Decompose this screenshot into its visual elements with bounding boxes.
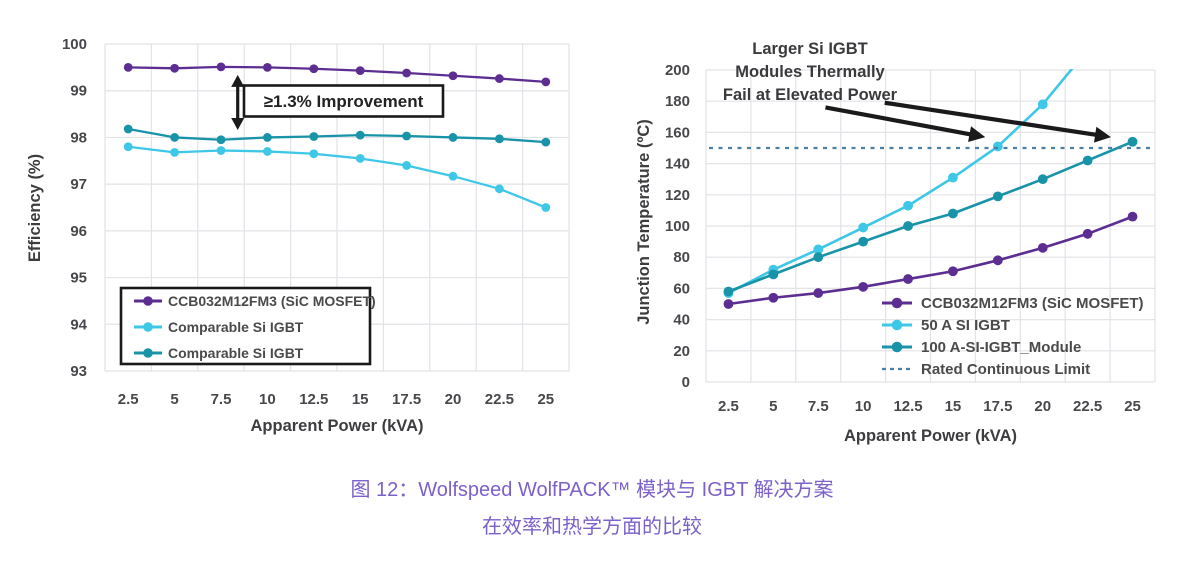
series-group (123, 62, 551, 212)
svg-text:17.5: 17.5 (392, 391, 421, 408)
series-2 (723, 136, 1138, 297)
series-1 (723, 69, 1074, 298)
svg-text:60: 60 (673, 280, 690, 297)
svg-text:2.5: 2.5 (118, 391, 139, 408)
svg-text:140: 140 (665, 156, 690, 173)
svg-text:25: 25 (537, 391, 554, 408)
series-1 (123, 142, 551, 212)
svg-text:2.5: 2.5 (718, 398, 739, 415)
svg-text:22.5: 22.5 (1073, 398, 1102, 415)
svg-text:160: 160 (665, 124, 690, 141)
svg-text:17.5: 17.5 (983, 398, 1012, 415)
svg-text:95: 95 (70, 270, 87, 287)
improvement-callout-box (242, 84, 445, 118)
svg-text:100: 100 (665, 218, 690, 235)
annotations: ≥1.3% Improvement (231, 74, 445, 130)
legend-label: CCB032M12FM3 (SiC MOSFET) (921, 295, 1144, 312)
svg-text:0: 0 (682, 374, 690, 391)
svg-text:10: 10 (259, 391, 276, 408)
svg-text:40: 40 (673, 312, 690, 329)
legend: CCB032M12FM3 (SiC MOSFET) Comparable Si I… (119, 286, 376, 366)
svg-text:98: 98 (70, 129, 87, 146)
figure-caption-line-2: 在效率和热学方面的比较 (482, 516, 702, 538)
svg-text:20: 20 (1034, 398, 1051, 415)
svg-text:15: 15 (945, 398, 962, 415)
legend-label: CCB032M12FM3 (SiC MOSFET) (168, 293, 376, 309)
series-group (709, 69, 1152, 309)
svg-text:20: 20 (445, 391, 462, 408)
svg-text:5: 5 (769, 398, 777, 415)
svg-text:97: 97 (70, 176, 87, 193)
improvement-callout-text: ≥1.3% Improvement (264, 92, 424, 111)
svg-text:99: 99 (70, 83, 87, 100)
legend-label: 50 A SI IGBT (921, 317, 1010, 334)
legend-label: Comparable Si IGBT (168, 345, 304, 361)
thermal-fail-note-line: Modules Thermally (735, 63, 885, 81)
svg-text:200: 200 (665, 62, 690, 79)
svg-text:12.5: 12.5 (299, 391, 328, 408)
junction-temperature-chart: 0 20 40 60 80 100 120 140 160 180 200 2.5 5 7.5 10 12.5… (635, 40, 1156, 445)
axis-tick-labels: 93 94 95 96 97 98 99 100 2.5 5 7.5 10 12.5 15 17.5 20 22… (62, 36, 554, 408)
svg-text:100: 100 (62, 36, 87, 53)
legend-label: 100 A-SI-IGBT_Module (921, 339, 1081, 356)
svg-text:7.5: 7.5 (808, 398, 829, 415)
svg-text:5: 5 (170, 391, 178, 408)
svg-text:93: 93 (70, 363, 87, 380)
legend-label: Rated Continuous Limit (921, 361, 1090, 378)
figure-caption-line-1: 图 12：Wolfspeed WolfPACK™ 模块与 IGBT 解决方案 (350, 479, 834, 501)
svg-text:20: 20 (673, 343, 690, 360)
gridlines (705, 69, 1156, 383)
thermal-fail-note-line: Larger Si IGBT (752, 40, 868, 58)
svg-text:94: 94 (70, 316, 87, 333)
svg-text:80: 80 (673, 249, 690, 266)
axis-tick-labels: 0 20 40 60 80 100 120 140 160 180 200 2.5 5 7.5 10 12.5… (665, 62, 1141, 415)
svg-text:10: 10 (855, 398, 872, 415)
svg-text:120: 120 (665, 187, 690, 204)
legend-label: Comparable Si IGBT (168, 319, 304, 335)
svg-text:22.5: 22.5 (485, 391, 514, 408)
annotations: Larger Si IGBT Modules Thermally Fail at E… (723, 40, 1111, 143)
svg-text:25: 25 (1124, 398, 1141, 415)
svg-text:96: 96 (70, 223, 87, 240)
efficiency-chart: 93 94 95 96 97 98 99 100 2.5 5 7.5 10 12.5 15 17.5 20 22… (26, 36, 570, 435)
y-axis-label: Efficiency (%) (26, 154, 44, 262)
x-axis-label: Apparent Power (kVA) (251, 417, 424, 435)
figure-caption: 图 12：Wolfspeed WolfPACK™ 模块与 IGBT 解决方案 在… (0, 472, 1184, 546)
series-0 (723, 211, 1138, 309)
y-axis-label: Junction Temperature (ºC) (635, 119, 653, 325)
series-0 (123, 62, 551, 87)
svg-text:15: 15 (352, 391, 369, 408)
series-2 (123, 124, 551, 147)
x-axis-label: Apparent Power (kVA) (844, 427, 1017, 445)
svg-text:12.5: 12.5 (893, 398, 922, 415)
svg-text:7.5: 7.5 (211, 391, 232, 408)
thermal-fail-note-line: Fail at Elevated Power (723, 86, 898, 104)
svg-text:180: 180 (665, 93, 690, 110)
legend: CCB032M12FM3 (SiC MOSFET) 50 A SI IGBT 100… (882, 295, 1144, 378)
